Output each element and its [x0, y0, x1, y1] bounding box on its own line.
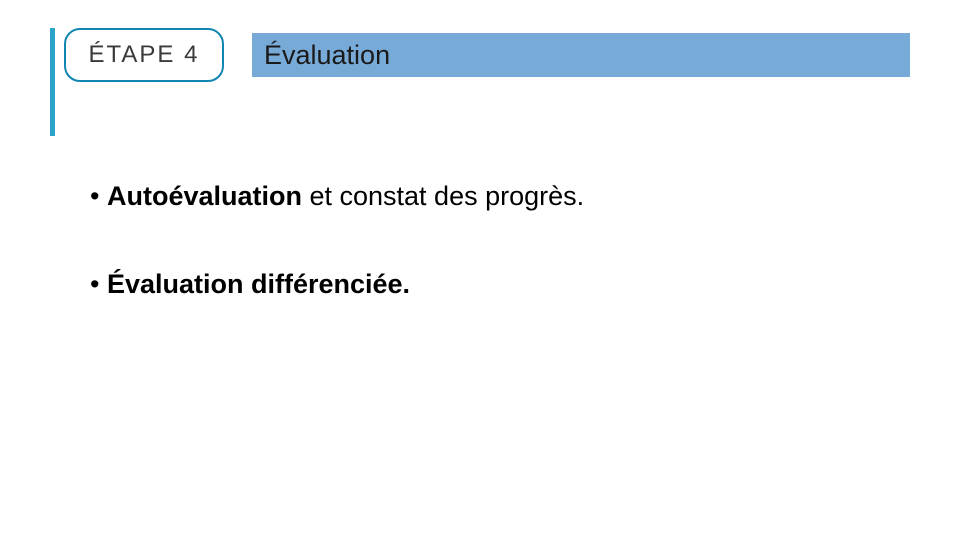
accent-bar	[50, 28, 55, 136]
bullet-2-bold: Évaluation différenciée.	[107, 269, 410, 299]
title-text: Évaluation	[264, 40, 390, 71]
step-badge: ÉTAPE 4	[64, 28, 224, 82]
bullet-2: Évaluation différenciée.	[90, 266, 910, 302]
bullet-1: Autoévaluation et constat des progrès.	[90, 178, 910, 214]
slide: ÉTAPE 4 Évaluation Autoévaluation et con…	[0, 0, 960, 540]
step-label: ÉTAPE 4	[89, 41, 200, 69]
body: Autoévaluation et constat des progrès. É…	[90, 178, 910, 355]
title-bar: Évaluation	[252, 33, 910, 77]
bullet-1-bold: Autoévaluation	[107, 181, 302, 211]
bullet-1-rest: et constat des progrès.	[302, 181, 584, 211]
